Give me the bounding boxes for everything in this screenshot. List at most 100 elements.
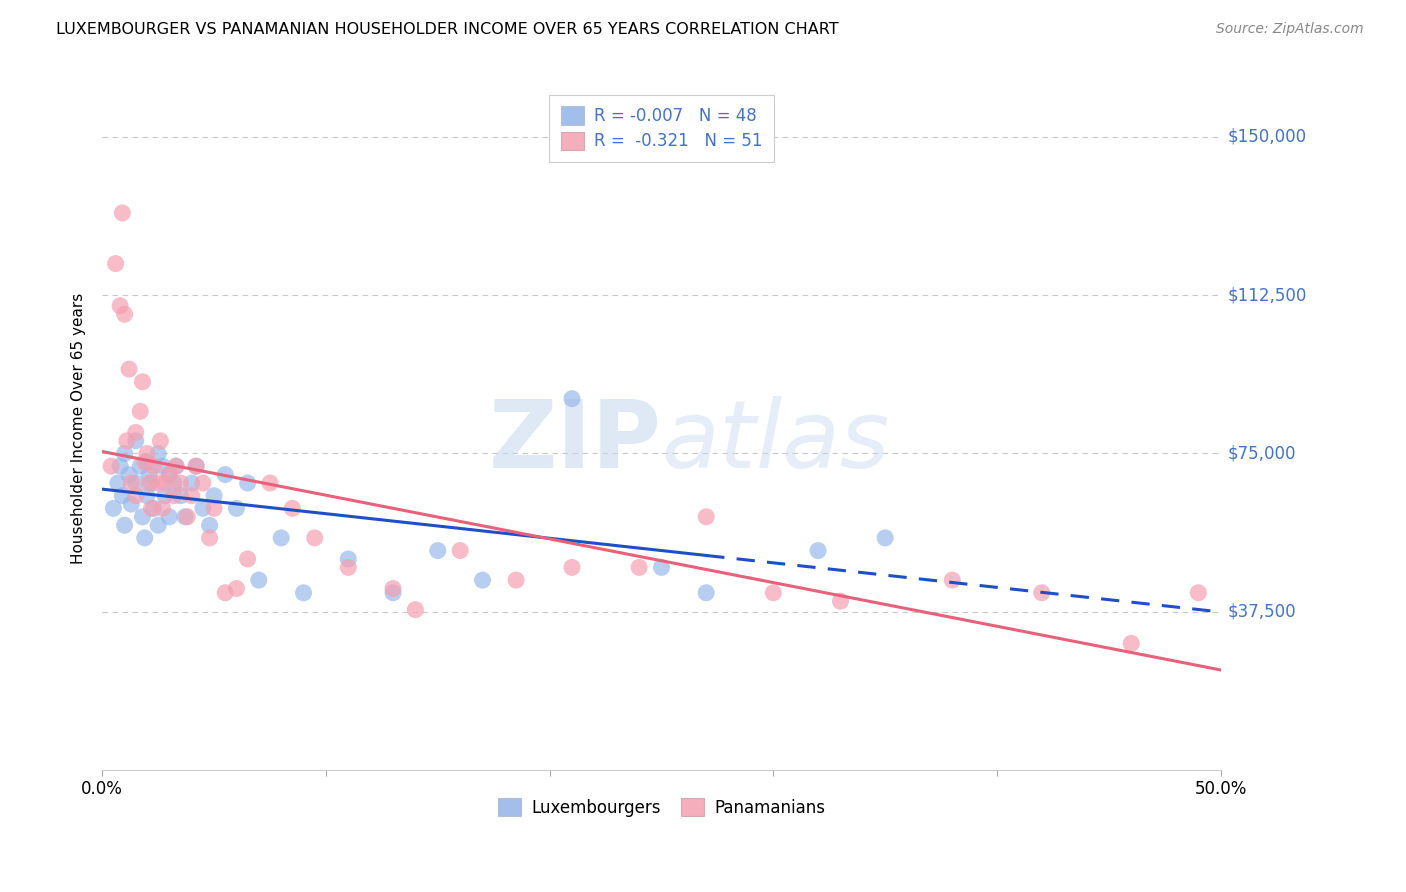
- Point: [149, 434, 172, 448]
- Point: [125, 489, 148, 503]
- Point: [169, 476, 191, 491]
- Point: [270, 531, 292, 545]
- Point: [118, 467, 141, 482]
- Text: $150,000: $150,000: [1227, 128, 1306, 146]
- Point: [225, 582, 247, 596]
- Point: [941, 573, 963, 587]
- Point: [134, 531, 156, 545]
- Point: [236, 476, 259, 491]
- Point: [337, 552, 360, 566]
- Point: [108, 459, 131, 474]
- Point: [202, 489, 225, 503]
- Point: [165, 459, 187, 474]
- Point: [471, 573, 494, 587]
- Point: [138, 467, 160, 482]
- Point: [153, 476, 176, 491]
- Point: [186, 459, 208, 474]
- Point: [125, 434, 148, 448]
- Point: [214, 586, 236, 600]
- Point: [180, 489, 202, 503]
- Point: [120, 476, 142, 491]
- Point: [100, 459, 122, 474]
- Point: [225, 501, 247, 516]
- Point: [138, 476, 160, 491]
- Point: [118, 362, 141, 376]
- Point: [163, 476, 186, 491]
- Point: [107, 476, 129, 491]
- Text: Source: ZipAtlas.com: Source: ZipAtlas.com: [1216, 22, 1364, 37]
- Point: [136, 446, 159, 460]
- Point: [1187, 586, 1209, 600]
- Point: [153, 489, 176, 503]
- Point: [404, 602, 426, 616]
- Point: [304, 531, 326, 545]
- Text: $112,500: $112,500: [1227, 286, 1306, 304]
- Point: [157, 509, 180, 524]
- Text: $75,000: $75,000: [1227, 444, 1296, 462]
- Text: $37,500: $37,500: [1227, 603, 1296, 621]
- Point: [628, 560, 651, 574]
- Point: [561, 560, 583, 574]
- Point: [1121, 636, 1143, 650]
- Point: [114, 446, 136, 460]
- Point: [141, 501, 163, 516]
- Point: [115, 434, 138, 448]
- Point: [292, 586, 315, 600]
- Point: [114, 307, 136, 321]
- Point: [142, 459, 165, 474]
- Point: [157, 467, 180, 482]
- Point: [830, 594, 852, 608]
- Point: [695, 586, 717, 600]
- Point: [141, 476, 163, 491]
- Point: [762, 586, 785, 600]
- Point: [125, 476, 148, 491]
- Point: [505, 573, 527, 587]
- Point: [449, 543, 471, 558]
- Legend: Luxembourgers, Panamanians: Luxembourgers, Panamanians: [491, 791, 832, 823]
- Point: [136, 489, 159, 503]
- Point: [247, 573, 270, 587]
- Point: [198, 531, 221, 545]
- Point: [174, 509, 197, 524]
- Point: [1031, 586, 1053, 600]
- Point: [103, 501, 125, 516]
- Point: [104, 257, 127, 271]
- Point: [169, 489, 191, 503]
- Point: [191, 501, 214, 516]
- Point: [214, 467, 236, 482]
- Point: [114, 518, 136, 533]
- Y-axis label: Householder Income Over 65 years: Householder Income Over 65 years: [72, 293, 86, 564]
- Point: [382, 586, 405, 600]
- Point: [120, 497, 142, 511]
- Point: [202, 501, 225, 516]
- Point: [134, 455, 156, 469]
- Point: [157, 467, 180, 482]
- Point: [695, 509, 717, 524]
- Point: [382, 582, 405, 596]
- Point: [561, 392, 583, 406]
- Text: LUXEMBOURGER VS PANAMANIAN HOUSEHOLDER INCOME OVER 65 YEARS CORRELATION CHART: LUXEMBOURGER VS PANAMANIAN HOUSEHOLDER I…: [56, 22, 839, 37]
- Point: [146, 446, 169, 460]
- Point: [152, 501, 174, 516]
- Point: [236, 552, 259, 566]
- Text: ZIP: ZIP: [489, 396, 661, 488]
- Point: [136, 455, 159, 469]
- Point: [176, 509, 198, 524]
- Point: [129, 459, 152, 474]
- Point: [152, 459, 174, 474]
- Point: [146, 476, 169, 491]
- Point: [129, 404, 152, 418]
- Point: [180, 476, 202, 491]
- Point: [281, 501, 304, 516]
- Point: [426, 543, 449, 558]
- Point: [807, 543, 830, 558]
- Text: atlas: atlas: [661, 396, 890, 487]
- Point: [165, 459, 187, 474]
- Point: [108, 299, 131, 313]
- Point: [146, 518, 169, 533]
- Point: [131, 509, 153, 524]
- Point: [259, 476, 281, 491]
- Point: [198, 518, 221, 533]
- Point: [191, 476, 214, 491]
- Point: [875, 531, 897, 545]
